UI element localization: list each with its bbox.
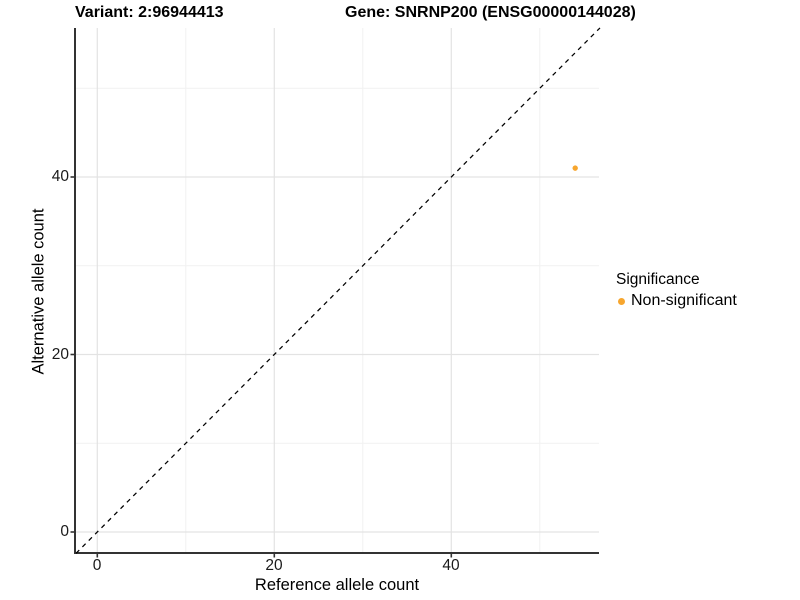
- legend-item-non-significant: Non-significant: [616, 292, 737, 310]
- identity-reference-line: [75, 27, 601, 554]
- y-tick-label-20: 20: [51, 346, 69, 363]
- y-axis-title: Alternative allele count: [29, 208, 48, 375]
- variant-title: Variant: 2:96944413: [75, 4, 224, 21]
- panel-background: [75, 28, 599, 553]
- y-tick-label-0: 0: [60, 523, 69, 540]
- legend-item-label: Non-significant: [631, 292, 737, 309]
- x-tick-label-40: 40: [442, 557, 460, 574]
- x-tick-label-0: 0: [92, 557, 102, 574]
- y-tick-label-40: 40: [51, 168, 69, 185]
- legend: Significance Non-significant: [616, 271, 737, 310]
- legend-point-icon: [618, 297, 625, 305]
- data-point: [572, 165, 578, 171]
- x-axis-title: Reference allele count: [254, 576, 420, 594]
- gene-title: Gene: SNRNP200 (ENSG00000144028): [345, 4, 636, 21]
- x-tick-label-20: 20: [265, 557, 283, 574]
- legend-title: Significance: [616, 271, 700, 288]
